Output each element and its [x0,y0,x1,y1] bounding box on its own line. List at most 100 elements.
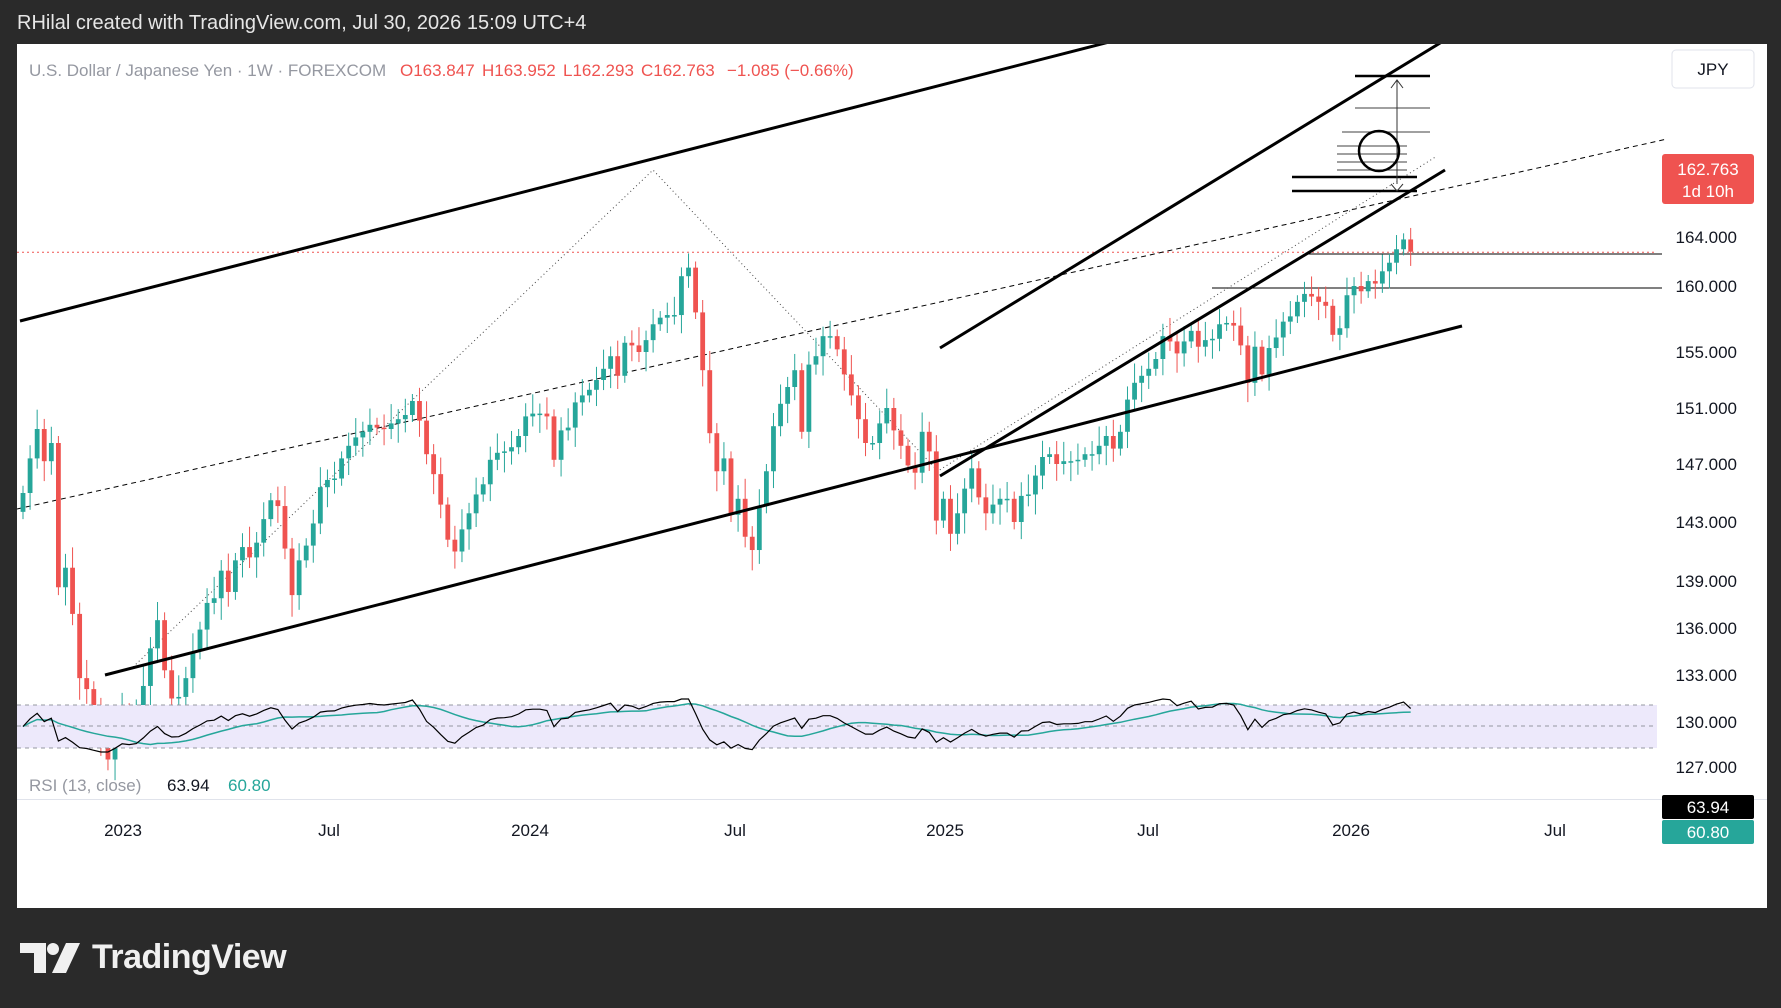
candle-body [438,474,444,505]
candle-body [905,445,911,466]
candle-body [395,419,401,424]
candle-body [544,413,550,417]
candle-body [1245,345,1251,383]
candle-body [424,420,429,455]
candle-body [579,395,585,403]
candle-body [1160,336,1166,359]
candle-body [714,433,720,472]
candle-body [56,443,61,588]
candle-body [452,539,458,552]
rsi-value-tag [1662,795,1754,819]
candle-body [870,443,875,445]
candle-body [282,506,288,549]
candle-body [1075,459,1081,462]
time-axis-label: 2023 [104,821,142,840]
candle-body [353,437,359,446]
candle-body [643,340,649,352]
candle-body [233,560,238,592]
candle-body [806,364,812,432]
price-axis-label: 164.000 [1676,228,1737,247]
time-axis-label: Jul [1137,821,1159,840]
candle-body [1287,316,1293,322]
candle-body [1061,461,1067,464]
time-axis-label: 2025 [926,821,964,840]
upper-channel-line [19,44,1108,323]
candle-body [381,427,387,430]
candle-body [91,689,97,713]
candle-body [445,504,451,540]
candle-body [431,454,437,475]
candle-body [990,504,996,514]
measure-arrow-head-down [1390,183,1404,192]
candle-body [1011,498,1017,522]
candle-body [1351,286,1357,296]
candle-body [693,267,698,313]
candle-body [296,560,302,596]
candle-body [919,431,925,473]
candle-body [764,471,769,507]
candle-body [48,443,54,462]
candle-body [1033,475,1038,495]
candle-body [827,336,833,338]
rsi-pane [17,698,1657,753]
candle-body [1273,337,1279,349]
candle-body [721,458,727,472]
candle-body [77,613,83,679]
candles-layer [20,227,1414,781]
candle-body [459,529,465,552]
candle-body [657,317,663,325]
candle-body [912,465,918,473]
candle-body [749,536,755,551]
candle-body [601,368,606,380]
rsi-line [22,698,1412,753]
candle-body [169,670,175,699]
candle-body [1379,271,1385,284]
candle-body [140,685,146,715]
price-chart[interactable]: 2023 Jul 2024 Jul 2025 Jul 2026 Jul 127.000 130.… [17,44,1767,908]
candle-body [155,620,160,649]
price-axis-label: 160.000 [1676,277,1737,296]
attribution-header: RHilal created with TradingView.com, Jul… [17,12,587,34]
candle-body [1146,368,1152,376]
candle-body [1118,431,1123,449]
legend-high: H163.952 [482,61,556,80]
candle-body [466,513,472,530]
candle-body [933,451,939,521]
candle-body [834,336,840,350]
inner-channel-top [939,44,1442,350]
candle-body [63,567,68,588]
candle-body [587,389,592,396]
candle-body [516,436,521,448]
candle-body [1110,436,1116,449]
candle-body [1054,454,1060,464]
chart-frame[interactable]: 2023 Jul 2024 Jul 2025 Jul 2026 Jul 127.000 130.… [17,44,1767,908]
candle-body [317,487,323,524]
candle-body [183,678,189,697]
symbol-legend: U.S. Dollar / Japanese Yen · 1W · FOREXC… [29,61,386,80]
candle-body [671,315,677,317]
price-axis-label: 136.000 [1676,619,1737,638]
candle-body [176,696,182,699]
candle-body [487,459,493,485]
price-axis-label: 155.000 [1676,343,1737,362]
candle-body [523,416,529,436]
candle-body [679,276,684,316]
inner-channel-bottom [939,168,1446,478]
candle-body [1103,436,1109,446]
price-axis-label: 127.000 [1676,758,1737,777]
time-axis-label: 2026 [1332,821,1370,840]
legend-change: −1.085 (−0.66%) [727,61,854,80]
candle-body [941,498,946,521]
candle-body [339,458,344,479]
candle-body [509,447,514,452]
legend-open: O163.847 [400,61,475,80]
tradingview-logo[interactable]: TradingView [20,938,287,977]
measure-arrow-head-up [1390,79,1404,89]
currency-label: JPY [1697,60,1728,79]
candle-body [615,356,621,376]
price-axis-label: 130.000 [1676,713,1737,732]
currency-button[interactable] [1671,49,1755,89]
candle-body [1132,382,1137,400]
candle-body [473,494,479,514]
candle-body [388,423,394,429]
